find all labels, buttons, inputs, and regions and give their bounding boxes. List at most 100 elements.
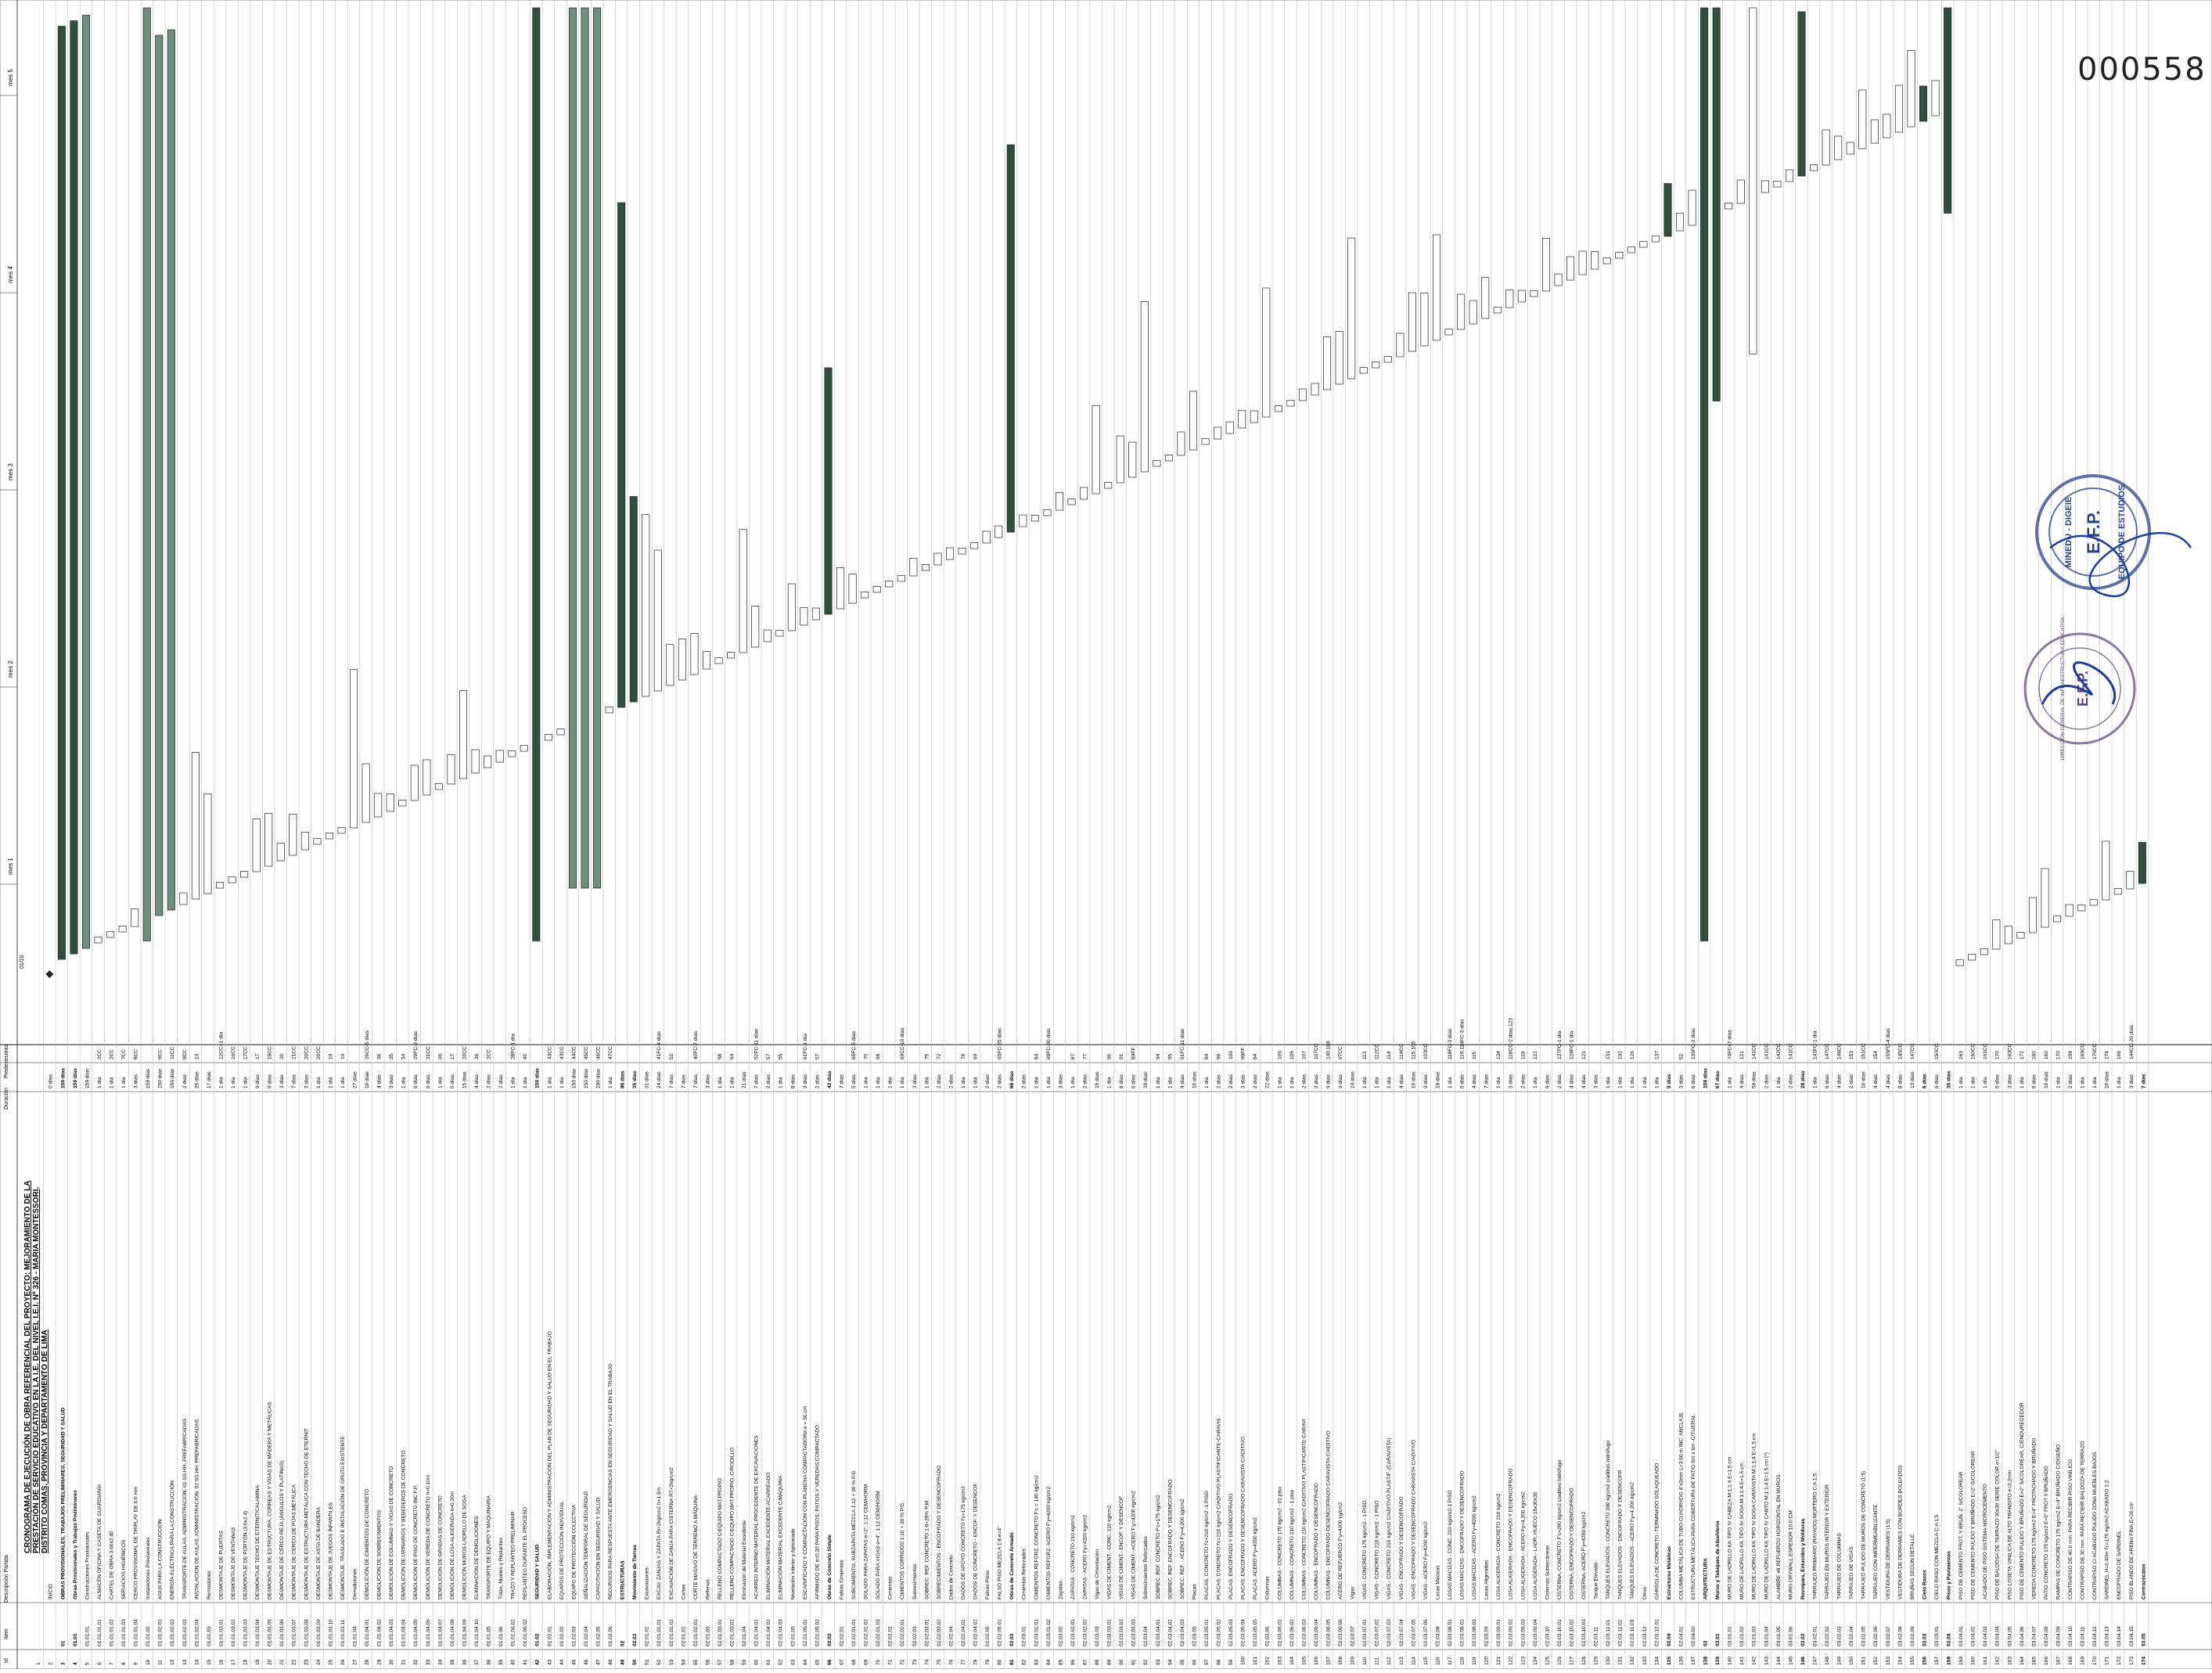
cell-id: 68	[851, 1659, 857, 1665]
cell-predecessors: 170	[2056, 1051, 2061, 1060]
cell-predecessors: 128FC-1 día	[1569, 1031, 1574, 1060]
cell-id: 31	[401, 1659, 407, 1665]
cell-duration: 1 día	[1496, 1077, 1502, 1088]
cell-predecessors: 52FC-11 días	[754, 1028, 760, 1060]
start-milestone-label: 01/10	[20, 955, 25, 969]
cell-description: MURO DE LADRILLO KK TIPO IV SOGA CARAVIS…	[1752, 1433, 1757, 1599]
cell-predecessors: 74FC+7 días	[1728, 1029, 1733, 1060]
gantt-bar	[1907, 50, 1915, 128]
cell-description: COLUMNAS - CONCRETO 210 kg/cm2 C/ADITIVO…	[1301, 1419, 1307, 1599]
cell-description: ESCARIFICADO Y COMPACTACIÓN CON PLANCHA …	[801, 1405, 808, 1599]
cell-item: 02.03.03.02	[1119, 1619, 1124, 1646]
cell-description: PISO DE CEMENTO PULIDO Y BRUÑADO E=2" S/…	[1969, 1451, 1976, 1599]
gantt-bar	[1736, 179, 1745, 204]
cell-duration: 1 día	[1046, 1077, 1052, 1088]
cell-item: 03.01.06	[1788, 1626, 1793, 1646]
cell-predecessors: 36	[474, 1053, 480, 1060]
gantt-bar	[1846, 142, 1854, 155]
cell-id: 75	[937, 1659, 942, 1665]
cell-predecessors: 154	[1873, 1051, 1879, 1060]
cell-description: SOLADO PARA VIGAS e=4", 1:12 CEM/HORM	[876, 1491, 881, 1599]
cell-description: TARRAJEO EN MUROS INTERIOR Y EXTERIOR	[1825, 1484, 1830, 1599]
cell-duration: 1 día	[1728, 1077, 1733, 1088]
cell-duration: 4 días	[1873, 1074, 1879, 1088]
cell-id: 128	[1581, 1657, 1587, 1665]
cell-description: VIGAS DE CIMENT.- ACERO F'y=4200 kg/cm2	[1131, 1491, 1137, 1599]
title-line-3: DISTRITO COMAS, PROVINCIA Y DEPARTAMENTO…	[41, 1329, 49, 1553]
cell-duration: 2 días	[1082, 1074, 1088, 1088]
col-id-header: Id	[4, 1658, 9, 1663]
cell-duration: 6 días	[1131, 1074, 1137, 1088]
cell-duration: 6 días	[413, 1074, 419, 1088]
cell-item: 02.03.09.04	[1533, 1619, 1538, 1646]
table-row: 106 02.03.06.04 COLUMNAS - ENCOFRADO Y DES…	[1314, 1043, 1319, 1665]
cell-duration: 10 días	[1411, 1071, 1416, 1088]
gantt-bar	[995, 525, 1003, 538]
cell-description: EXCAVACIÓN DE ZANJA PARA CISTERNA RT<2kg…	[667, 1467, 674, 1599]
gantt-bar	[1615, 252, 1624, 259]
cell-id: 40	[511, 1659, 516, 1665]
gantt-bar	[142, 7, 151, 941]
cell-id: 74	[924, 1659, 930, 1665]
gantt-bar	[1980, 948, 1988, 955]
gantt-bar	[848, 574, 857, 604]
cell-predecessors: 119,114FC-3 días	[1460, 1018, 1466, 1060]
cell-description: LOSAS MACIZAS - ENCOFRADO Y DESENCOFRADO	[1460, 1470, 1466, 1599]
gantt-bar	[2004, 926, 2012, 944]
gantt-bar	[727, 652, 736, 659]
stamp-top-text-1: MINEDU - DIGEIE	[2064, 497, 2074, 567]
cell-duration: 1 día	[864, 1077, 869, 1088]
cell-description: DEMOLICIÓN DE VEREDA DE CONCRETO h=0.10m	[424, 1474, 431, 1599]
cell-id: 169	[2081, 1657, 2086, 1665]
cell-predecessors: 121	[1739, 1051, 1745, 1060]
cell-duration: 2 días	[1022, 1074, 1027, 1088]
cell-description: RELLENO COMPACTADO C/EQUIPO MAT.PROPIO	[718, 1478, 723, 1599]
cell-id: 110	[1362, 1657, 1368, 1665]
cell-id: 77	[961, 1659, 966, 1665]
gantt-bar	[2113, 888, 2122, 895]
table-row: 105 02.03.06.03 COLUMNAS - CONCRETO 210 kg…	[1301, 1051, 1307, 1665]
cell-id: 42	[535, 1659, 541, 1665]
cell-description: DEMOLICIÓN DE LOSA ALIGERADA h=0.20m	[448, 1491, 455, 1599]
cell-predecessors: 124	[1496, 1051, 1502, 1060]
cell-id: 82	[1022, 1659, 1027, 1665]
table-row: 45 01.02.03 EQUIPO DE PROTECCIÓN COLECTIVA…	[570, 1046, 577, 1665]
cell-description: TARRAJEO PRIMARIO (RAYADO) MORTERO C:A 1…	[1812, 1473, 1818, 1599]
cell-description: DEMOLICIÓN DE SOBRECIMIENTOS	[376, 1509, 383, 1599]
cell-predecessors: 151CC	[1861, 1043, 1867, 1060]
cell-id: 118	[1460, 1657, 1466, 1665]
cell-id: 144	[1776, 1657, 1782, 1665]
cell-id: 87	[1082, 1659, 1088, 1665]
gantt-bar	[1517, 290, 1526, 303]
gantt-bar	[1092, 405, 1100, 495]
cell-id: 39	[498, 1659, 504, 1665]
gantt-bar	[471, 749, 480, 774]
cell-description: CISTERNA, ACERO F'y=4200 kg/cm2	[1581, 1512, 1587, 1599]
cell-description: BRUÑAS SEGÚN DETALLE	[1908, 1534, 1915, 1599]
table-row: 31 01.01.04.04 DEMOLICIÓN DE URINARIOS Y B…	[400, 1053, 407, 1665]
cell-id: 62	[779, 1659, 784, 1665]
cell-description: ELABORACIÓN, IMPLEMENTACIÓN Y ADMINISTRA…	[545, 1331, 552, 1599]
gantt-bar	[1676, 213, 1685, 232]
cell-duration: 24 días	[656, 1071, 662, 1088]
cell-item: 03.04.01	[1958, 1626, 1964, 1646]
cell-predecessors: 174	[2105, 1051, 2110, 1060]
cell-id: 3	[60, 1662, 66, 1665]
gantt-bar	[629, 496, 638, 703]
cell-id: 90	[1119, 1659, 1124, 1665]
cell-item: 02.03.11.02	[1618, 1619, 1624, 1646]
cell-description: SEÑALIZACIÓN TEMPORAL DE SEGURIDAD	[582, 1491, 589, 1599]
gantt-bar	[106, 931, 115, 938]
cell-id: 72	[900, 1659, 905, 1665]
gantt-bar	[2077, 905, 2086, 912]
cell-predecessors: 150CC	[1934, 1043, 1940, 1060]
cell-predecessors: 118FC-3 días	[1448, 1028, 1453, 1060]
cell-id: 155	[1910, 1657, 1915, 1665]
cell-item: 01.01.02	[146, 1626, 151, 1646]
cell-id: 58	[730, 1659, 736, 1665]
table-row: 122 02.03.09.02 LOSA ALIGERADA - ENCOFRADO…	[1509, 1018, 1514, 1665]
cell-description: MURO DE LADRILLO KK TIPO IV CABEZA M:1:1…	[1728, 1456, 1733, 1599]
table-row: 134 02.03.12.01 GÁRGOLA DE CONCRETO -TERMI…	[1653, 1051, 1660, 1665]
cell-description: CIMIENTOS REFORZ. ACERO F'y=4200 kg/cm2	[1046, 1486, 1052, 1599]
cell-duration: 1 día	[1983, 1077, 1988, 1088]
